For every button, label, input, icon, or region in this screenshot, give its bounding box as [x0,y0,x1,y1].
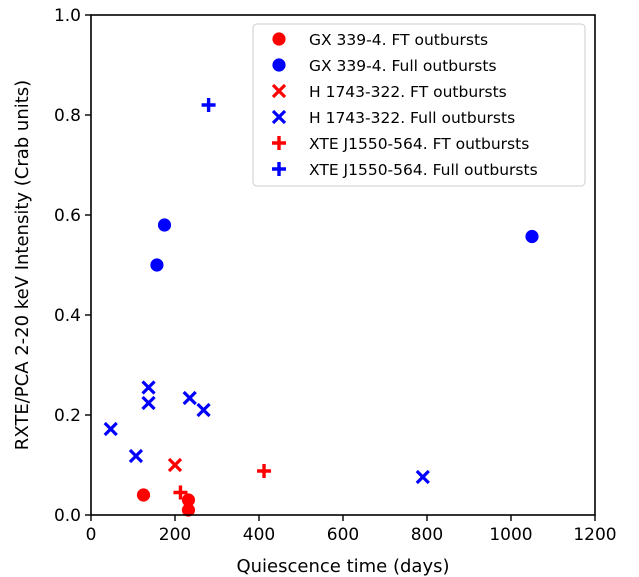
data-point [415,469,430,485]
legend-label: XTE J1550-564. FT outbursts [309,135,529,153]
series-3 [103,380,430,485]
data-point [196,402,211,418]
x-tick-label: 1000 [489,525,532,545]
x-tick-label: 800 [411,525,443,545]
legend-entry: H 1743-322. FT outbursts [271,83,507,101]
legend-entry: GX 339-4. FT outbursts [272,31,488,49]
y-axis-ticks: 0.0 0.2 0.4 0.6 0.8 1.0 [54,6,91,526]
y-tick-label: 0.4 [54,306,81,326]
data-point [136,488,151,502]
x-tick-label: 0 [86,525,97,545]
y-tick-label: 0.2 [54,406,81,426]
data-point [128,448,144,464]
y-tick-label: 0.8 [54,106,81,126]
legend-label: H 1743-322. FT outbursts [309,83,507,101]
legend-label: GX 339-4. Full outbursts [309,57,497,75]
data-point [201,98,216,112]
legend-entry: XTE J1550-564. FT outbursts [272,135,529,153]
legend-marker [272,32,286,46]
legend-marker [271,83,287,99]
data-point [257,464,272,478]
legend-label: GX 339-4. FT outbursts [309,31,488,49]
legend-label: H 1743-322. Full outbursts [309,109,515,127]
y-tick-label: 0.6 [54,206,81,226]
plot-marks [103,98,539,517]
data-point [525,229,539,244]
series-1 [150,218,539,272]
x-tick-label: 400 [243,525,275,545]
data-point [150,258,164,272]
data-point [141,380,156,395]
data-point [103,421,118,437]
series-2 [167,457,183,473]
x-tick-label: 600 [327,525,359,545]
x-tick-label: 1200 [573,525,616,545]
data-point [182,390,197,406]
x-axis-label: Quiescence time (days) [236,556,449,577]
legend-label: XTE J1550-564. Full outbursts [309,161,538,179]
legend-entry: H 1743-322. Full outbursts [271,109,515,127]
x-axis-ticks: 0 200 400 600 800 1000 1200 [86,515,617,545]
data-point [141,395,156,411]
data-point [157,218,172,232]
y-tick-label: 0.0 [54,506,81,526]
y-axis-label: RXTE/PCA 2-20 keV Intensity (Crab units) [12,80,33,450]
legend-marker [272,58,286,72]
legend-marker [272,162,286,176]
series-5 [201,98,216,112]
legend-entry: XTE J1550-564. Full outbursts [272,161,538,179]
legend-box [252,23,586,187]
data-point [167,457,183,473]
legend: GX 339-4. FT outbursts GX 339-4. Full out… [252,23,586,187]
data-point [173,485,188,500]
data-point [181,493,196,507]
x-tick-label: 200 [159,525,191,545]
data-point [181,503,196,517]
series-0 [136,488,196,517]
series-4 [173,464,272,500]
legend-marker [272,136,286,150]
legend-marker [271,109,287,125]
legend-entry: GX 339-4. Full outbursts [272,57,497,75]
y-tick-label: 1.0 [54,6,81,26]
